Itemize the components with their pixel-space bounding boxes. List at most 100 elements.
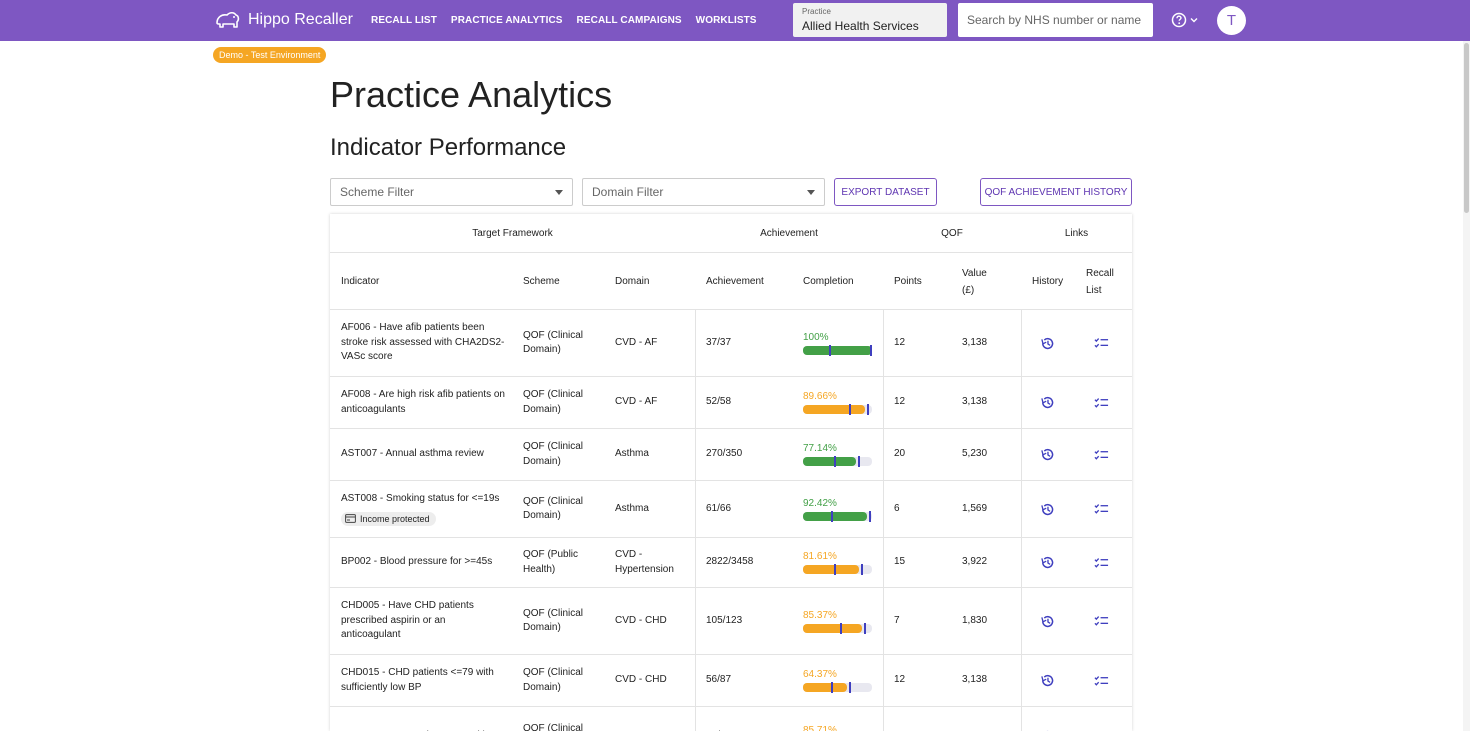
points-cell: 12 xyxy=(894,674,906,686)
scrollbar-thumb[interactable] xyxy=(1464,43,1469,213)
completion-cell: 77.14% xyxy=(803,429,883,480)
scheme-cell: QOF (Public Health) xyxy=(523,549,579,575)
header-achievement[interactable]: Achievement xyxy=(706,276,764,287)
page-title: Practice Analytics xyxy=(330,74,613,115)
qof-achievement-history-button[interactable]: QOF ACHIEVEMENT HISTORY xyxy=(980,178,1132,206)
achievement-cell: 56/87 xyxy=(706,674,732,686)
value-cell: 1,830 xyxy=(962,614,988,626)
scheme-cell: QOF (Clinical Domain) xyxy=(523,441,584,467)
recall-list-link[interactable] xyxy=(1086,310,1116,376)
completion-cell: 89.66% xyxy=(803,377,883,428)
indicator-name: AF008 - Are high risk afib patients on a… xyxy=(341,389,505,415)
app-name: Hippo Recaller xyxy=(248,11,353,28)
history-link[interactable] xyxy=(1032,310,1062,376)
history-icon xyxy=(1040,448,1053,461)
checklist-icon xyxy=(1093,675,1108,686)
scheme-cell: QOF (Clinical Domain) xyxy=(523,329,584,356)
environment-badge: Demo - Test Environment xyxy=(213,47,327,63)
history-link[interactable] xyxy=(1032,538,1062,587)
points-cell: 15 xyxy=(894,556,906,568)
upper-threshold-marker xyxy=(858,456,861,467)
user-avatar[interactable]: T xyxy=(1217,6,1246,35)
progress-fill xyxy=(803,345,872,355)
income-protected-chip: Income protected xyxy=(341,511,436,526)
group-links: Links xyxy=(1064,228,1089,239)
completion-percent: 64.37% xyxy=(803,669,837,680)
history-link[interactable] xyxy=(1032,377,1062,428)
header-value[interactable]: Value (£) xyxy=(962,267,987,296)
domain-filter-select[interactable]: Domain Filter xyxy=(582,178,825,206)
dropdown-arrow-icon xyxy=(555,189,563,195)
column-divider xyxy=(883,310,884,731)
completion-cell: 81.61% xyxy=(803,538,883,587)
progress-fill xyxy=(803,565,860,574)
indicator-name: CHD015 - CHD patients <=79 with sufficie… xyxy=(341,667,494,693)
recall-list-link[interactable] xyxy=(1086,538,1116,587)
value-cell: 3,138 xyxy=(962,396,988,408)
upper-threshold-marker xyxy=(863,622,866,634)
nav-practice-analytics[interactable]: PRACTICE ANALYTICS xyxy=(450,15,563,26)
progress-fill xyxy=(803,511,867,521)
practice-selector[interactable]: Practice Allied Health Services xyxy=(793,3,947,37)
achievement-cell: 61/66 xyxy=(706,502,732,514)
scheme-filter-select[interactable]: Scheme Filter xyxy=(330,178,573,206)
header-completion[interactable]: Completion xyxy=(803,276,854,287)
completion-cell: 85.71% xyxy=(803,707,883,731)
value-cell: 3,922 xyxy=(962,556,988,568)
scheme-cell: QOF (Clinical Domain) xyxy=(523,389,584,415)
patient-search-input[interactable] xyxy=(958,3,1153,37)
history-link[interactable] xyxy=(1032,429,1062,480)
points-cell: 6 xyxy=(894,502,900,514)
lower-threshold-marker xyxy=(849,404,852,415)
hippo-logo-icon xyxy=(216,11,240,28)
completion-progress-bar xyxy=(803,622,872,634)
indicator-name: AST008 - Smoking status for <=19s xyxy=(341,493,500,505)
history-link[interactable] xyxy=(1032,481,1062,537)
indicator-name: AST007 - Annual asthma review xyxy=(341,448,484,460)
recall-list-link[interactable] xyxy=(1086,588,1116,654)
header-points[interactable]: Points xyxy=(894,276,922,287)
practice-value: Allied Health Services xyxy=(802,19,919,33)
header-indicator[interactable]: Indicator xyxy=(341,276,380,287)
page-scrollbar[interactable] xyxy=(1463,41,1470,731)
domain-cell: Asthma xyxy=(615,448,649,460)
recall-list-link[interactable] xyxy=(1086,429,1116,480)
domain-cell: CVD - CHD xyxy=(615,614,667,626)
header-scheme[interactable]: Scheme xyxy=(523,276,560,287)
lower-threshold-marker xyxy=(828,344,831,356)
history-icon xyxy=(1040,396,1053,409)
nav-recall-campaigns[interactable]: RECALL CAMPAIGNS xyxy=(576,15,682,26)
progress-fill xyxy=(803,457,857,466)
points-cell: 7 xyxy=(894,614,900,626)
history-link[interactable] xyxy=(1032,588,1062,654)
indicator-cell: AST007 - Annual asthma review xyxy=(341,429,506,480)
recall-list-link[interactable] xyxy=(1086,481,1116,537)
history-icon xyxy=(1040,337,1053,349)
recall-list-link[interactable] xyxy=(1086,655,1116,706)
completion-cell: 85.37% xyxy=(803,588,883,654)
progress-fill xyxy=(803,683,848,692)
checklist-icon xyxy=(1093,397,1108,408)
history-link[interactable] xyxy=(1032,707,1062,731)
lower-threshold-marker xyxy=(830,510,833,522)
nav-recall-list[interactable]: RECALL LIST xyxy=(371,15,437,26)
indicator-cell: CHD016 - CHD patients >80 with xyxy=(341,707,506,731)
brand[interactable]: Hippo Recaller xyxy=(214,8,353,32)
indicator-name: AF006 - Have afib patients been stroke r… xyxy=(341,322,505,363)
history-link[interactable] xyxy=(1032,655,1062,706)
upper-threshold-marker xyxy=(866,404,869,415)
achievement-cell: 270/350 xyxy=(706,448,743,460)
nav-worklists[interactable]: WORKLISTS xyxy=(695,15,757,26)
completion-percent: 89.66% xyxy=(803,391,837,402)
completion-progress-bar xyxy=(803,510,872,522)
scheme-cell: QOF (Clinical Domain) xyxy=(523,607,584,634)
table-row: AST008 - Smoking status for <=19s Income … xyxy=(330,481,1132,538)
recall-list-link[interactable] xyxy=(1086,707,1116,731)
header-domain[interactable]: Domain xyxy=(615,276,650,287)
table-row: BP002 - Blood pressure for >=45s QOF (Pu… xyxy=(330,538,1132,588)
export-dataset-button[interactable]: EXPORT DATASET xyxy=(834,178,937,206)
help-menu[interactable] xyxy=(1171,12,1199,28)
table-row: CHD005 - Have CHD patients prescribed as… xyxy=(330,588,1132,655)
recall-list-link[interactable] xyxy=(1086,377,1116,428)
points-cell: 20 xyxy=(894,448,906,460)
